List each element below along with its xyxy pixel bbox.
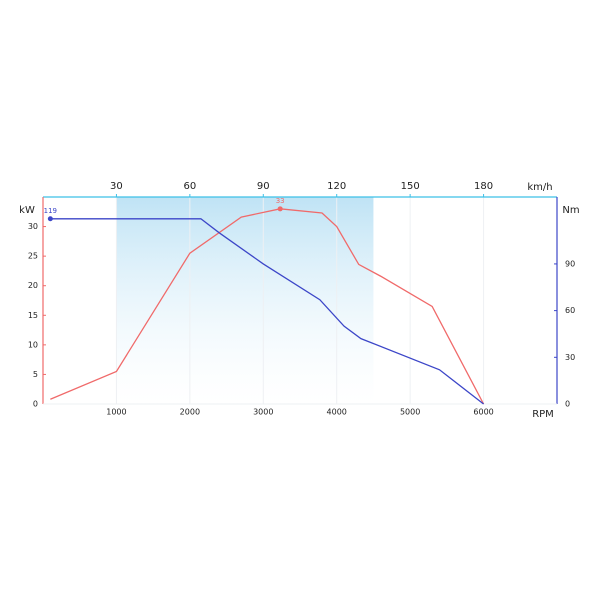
peak-label: 33 xyxy=(276,197,285,205)
x-tick-label: 5000 xyxy=(400,408,420,417)
y2-tick-label: 30 xyxy=(565,353,575,362)
series-line xyxy=(50,208,485,405)
y-tick-label: 10 xyxy=(28,340,38,349)
y2-tick-label: 0 xyxy=(565,400,570,409)
series-line xyxy=(50,218,484,405)
x-axis-label: RPM xyxy=(532,409,554,420)
highlight-band xyxy=(116,197,374,404)
y-tick-label: 5 xyxy=(33,370,38,379)
x2-tick-label: 30 xyxy=(110,181,123,192)
x-tick-label: 2000 xyxy=(180,408,200,417)
y-tick-label: 25 xyxy=(28,252,38,261)
y2-axis-label: Nm xyxy=(562,205,579,216)
x2-tick-label: 180 xyxy=(474,181,493,192)
x-tick-label: 6000 xyxy=(473,408,493,417)
y-tick-label: 30 xyxy=(28,222,38,231)
x-tick-label: 1000 xyxy=(106,408,126,417)
x2-tick-label: 120 xyxy=(327,181,346,192)
x-tick-label: 4000 xyxy=(327,408,347,417)
y-tick-label: 20 xyxy=(28,281,38,290)
x-tick-label: 3000 xyxy=(253,408,273,417)
peak-marker xyxy=(277,206,283,212)
x2-tick-label: 60 xyxy=(183,181,196,192)
y-axis-label: kW xyxy=(19,205,35,216)
x2-tick-label: 150 xyxy=(401,181,420,192)
y-tick-label: 0 xyxy=(33,400,38,409)
y-tick-label: 15 xyxy=(28,311,38,320)
peak-label: 119 xyxy=(44,207,57,215)
x2-axis-label: km/h xyxy=(527,182,552,193)
y2-tick-label: 60 xyxy=(565,306,575,315)
peak-marker xyxy=(47,216,53,222)
y2-tick-label: 90 xyxy=(565,259,575,268)
x2-tick-label: 90 xyxy=(257,181,270,192)
